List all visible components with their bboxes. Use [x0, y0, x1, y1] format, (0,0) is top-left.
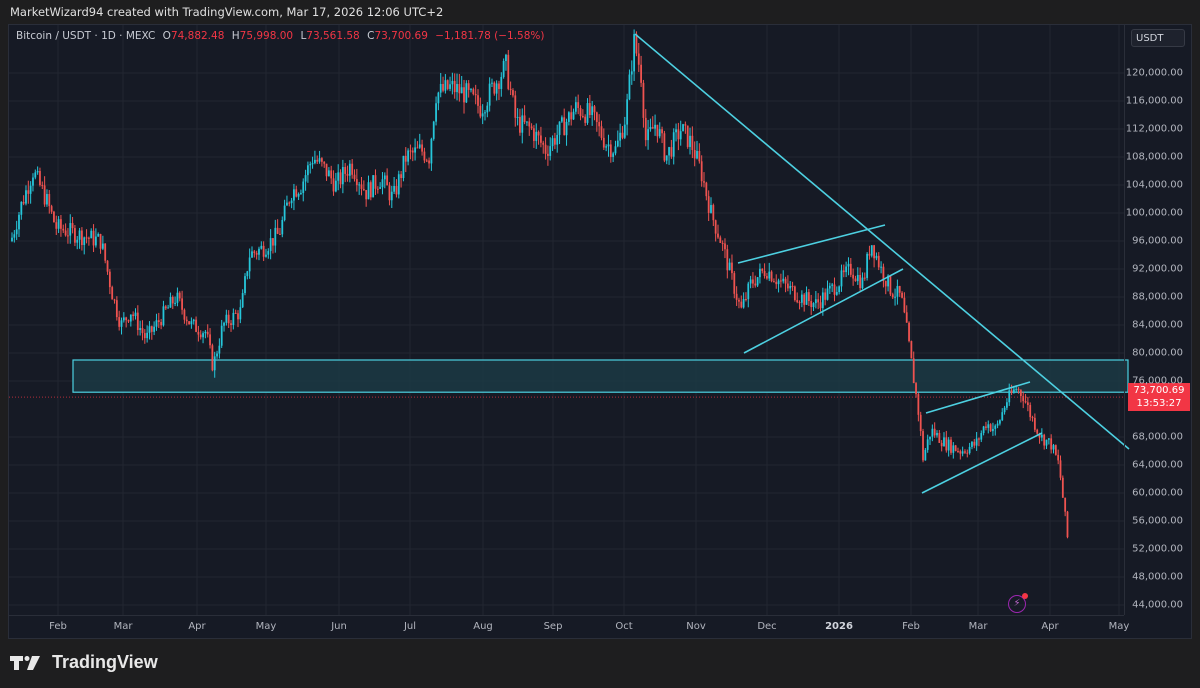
bear-flag-2-lower-trendline[interactable]: [921, 432, 1043, 494]
time-tick-label: Feb: [902, 621, 920, 632]
lightning-alert-icon[interactable]: ⚡: [1008, 593, 1028, 613]
time-tick-label: Nov: [686, 621, 706, 632]
bear-flag-1-lower-trendline[interactable]: [743, 268, 904, 354]
price-tick-label: 48,000.00: [1132, 571, 1183, 583]
price-tick-label: 56,000.00: [1132, 515, 1183, 527]
price-tick-label: 96,000.00: [1132, 235, 1183, 247]
last-price-value: 73,700.69: [1133, 385, 1185, 397]
price-tick-label: 116,000.00: [1125, 95, 1183, 107]
open-value: 74,882.48: [170, 30, 225, 42]
price-chart-canvas[interactable]: [9, 25, 1191, 638]
price-tick-label: 84,000.00: [1132, 319, 1183, 331]
macro-downtrend-trendline[interactable]: [634, 33, 1130, 450]
bear-flag-1-upper-trendline[interactable]: [737, 224, 886, 264]
price-tick-label: 88,000.00: [1132, 291, 1183, 303]
time-tick-label: Mar: [113, 621, 133, 632]
price-tick-label: 100,000.00: [1125, 207, 1183, 219]
bar-countdown: 13:53:27: [1136, 398, 1182, 410]
tradingview-logo-icon: [10, 655, 40, 670]
support-zone[interactable]: [72, 359, 1129, 393]
price-tick-label: 68,000.00: [1132, 431, 1183, 443]
time-tick-label: Aug: [473, 621, 493, 632]
chart-frame[interactable]: Bitcoin / USDT · 1D · MEXC O74,882.48 H7…: [8, 24, 1192, 639]
time-tick-label: Dec: [757, 621, 777, 632]
time-tick-label: Sep: [543, 621, 563, 632]
bear-flag-2-upper-trendline[interactable]: [925, 381, 1031, 414]
price-tick-label: 104,000.00: [1125, 179, 1183, 191]
time-tick-label: May: [255, 621, 277, 632]
price-tick-label: 80,000.00: [1132, 347, 1183, 359]
last-price-label: 73,700.69 13:53:27: [1128, 383, 1190, 412]
currency-button[interactable]: USDT: [1131, 29, 1185, 47]
time-tick-label: Feb: [49, 621, 67, 632]
price-tick-label: 120,000.00: [1125, 67, 1183, 79]
tradingview-logo: TradingView: [10, 652, 158, 673]
price-axis[interactable]: USDT 73,700.69 13:53:27 120,000.00 116,00…: [1124, 25, 1191, 615]
high-value: 75,998.00: [239, 30, 294, 42]
price-tick-label: 60,000.00: [1132, 487, 1183, 499]
time-tick-label: May: [1108, 621, 1130, 632]
chart-credit: MarketWizard94 created with TradingView.…: [10, 5, 444, 19]
time-tick-label: Apr: [1041, 621, 1059, 632]
close-value: 73,700.69: [374, 30, 428, 42]
price-tick-label: 112,000.00: [1125, 123, 1183, 135]
time-tick-label: Jun: [331, 621, 347, 632]
time-tick-label: 2026: [825, 621, 853, 632]
ohlc-legend: Bitcoin / USDT · 1D · MEXC O74,882.48 H7…: [16, 30, 545, 42]
price-tick-label: 52,000.00: [1132, 543, 1183, 555]
price-tick-label: 44,000.00: [1132, 599, 1183, 611]
time-tick-label: Jul: [403, 621, 417, 632]
symbol-label[interactable]: Bitcoin / USDT · 1D · MEXC: [16, 30, 156, 42]
price-tick-label: 108,000.00: [1125, 151, 1183, 163]
notification-dot: [1022, 593, 1028, 599]
time-tick-label: Apr: [188, 621, 206, 632]
price-tick-label: 76,000.00: [1132, 375, 1183, 387]
brand-name: TradingView: [52, 652, 158, 672]
time-axis[interactable]: Feb Mar Apr May Jun Jul Aug Sep Oct Nov Dec 2026 Feb…: [9, 615, 1129, 638]
time-tick-label: Mar: [968, 621, 988, 632]
time-tick-label: Oct: [615, 621, 633, 632]
price-tick-label: 92,000.00: [1132, 263, 1183, 275]
change-value: −1,181.78 (−1.58%): [435, 30, 545, 42]
low-value: 73,561.58: [306, 30, 360, 42]
price-tick-label: 64,000.00: [1132, 459, 1183, 471]
